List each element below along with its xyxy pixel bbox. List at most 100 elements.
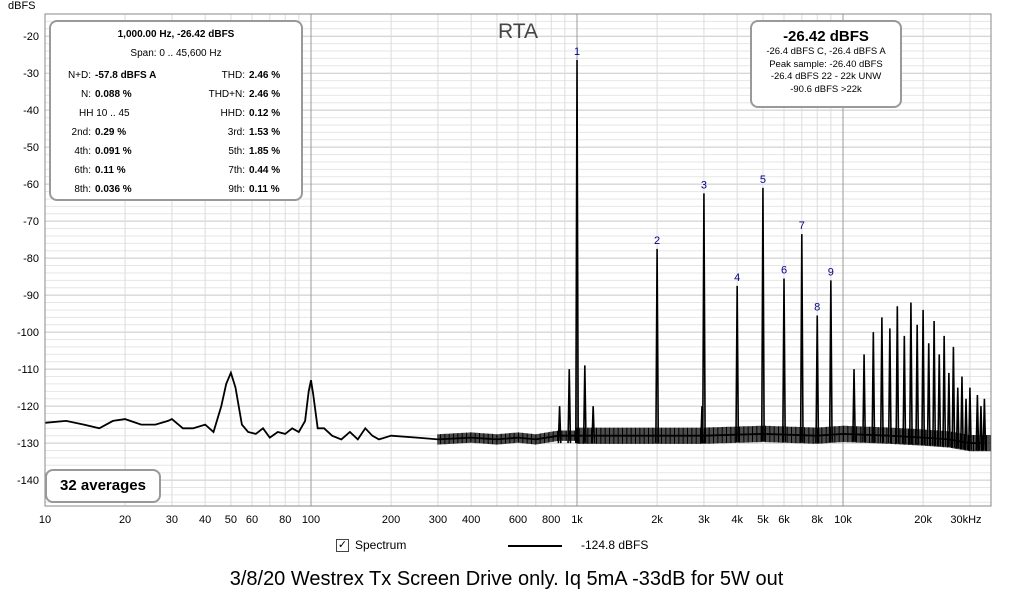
y-tick-label: -100 [17, 327, 39, 339]
spectrum-peak [782, 278, 787, 442]
spectrum-peak [964, 398, 969, 450]
y-tick-label: -120 [17, 401, 39, 413]
spectrum-peak [591, 406, 596, 444]
spectrum-peak [557, 406, 562, 444]
spectrum-peak [760, 187, 765, 442]
spectrum-peak [978, 406, 983, 451]
hh-range: HH 10 .. 45 [79, 108, 130, 119]
spectrum-peak [967, 387, 972, 451]
x-tick-label: 30 [166, 514, 178, 526]
spectrum-peak [946, 372, 951, 447]
rta-chart: -20 -30 -40 -50 -60 -70 -80 -90 -100 -110 -120 -130… [17, 13, 992, 526]
y-tick-label: -40 [23, 105, 39, 117]
x-tick-label: 8k [811, 514, 823, 526]
stat-label: 2nd: [71, 127, 91, 138]
fundamental-readout: 1,000.00 Hz, -26.42 dBFS [117, 29, 235, 40]
harmonic-labels: 1 2 3 4 5 6 7 8 9 [574, 46, 834, 314]
caption: 3/8/20 Westrex Tx Screen Drive only. Iq … [229, 568, 784, 590]
spectrum-peak [902, 335, 907, 444]
stat-value: 0.11 % [95, 165, 126, 176]
spectrum-peak [735, 285, 740, 443]
tick-labels: -20 -30 -40 -50 -60 -70 -80 -90 -100 -110 -120 -130… [17, 31, 982, 526]
spectrum-checkbox[interactable]: ✓ [336, 539, 349, 552]
spectrum-peak [915, 324, 920, 445]
stat-label: N+D: [67, 70, 91, 81]
plot-frame [44, 13, 992, 507]
harmonic-label: 3 [701, 179, 707, 191]
level-readout-panel: -26.42 dBFS -26.4 dBFS C, -26.4 dBFS A P… [750, 20, 902, 108]
y-axis-label: dBFS [8, 0, 36, 12]
x-tick-label: 600 [509, 514, 527, 526]
spectrum-peak [951, 346, 956, 448]
stat-value: 0.088 % [95, 89, 132, 100]
x-tick-label: 200 [382, 514, 400, 526]
stat-value: 2.46 % [249, 89, 281, 100]
legend-line-swatch [508, 545, 562, 547]
y-tick-label: -140 [17, 475, 39, 487]
x-tick-label: 10 [39, 514, 51, 526]
stat-value: 0.29 % [95, 127, 127, 138]
level-line: -90.6 dBFS >22k [790, 83, 862, 95]
x-tick-label: 40 [199, 514, 211, 526]
stat-label: THD+N: [208, 89, 245, 100]
x-tick-label: 2k [651, 514, 663, 526]
stat-value: 1.53 % [249, 127, 281, 138]
y-tick-label: -80 [23, 253, 39, 265]
y-tick-label: -20 [23, 31, 39, 43]
y-tick-label: -110 [18, 364, 39, 376]
spectrum-peak [852, 369, 857, 442]
x-tick-label: 300 [429, 514, 447, 526]
spectrum-peak [862, 354, 867, 443]
level-line: -26.4 dBFS C, -26.4 dBFS A [766, 46, 886, 57]
spectrum-peak [871, 332, 876, 443]
spectrum-peak [828, 280, 833, 443]
stats-row: 6th: 0.11 % 7th: 0.44 % [51, 165, 301, 179]
harmonic-label: 7 [799, 220, 805, 232]
x-tick-label: 4k [731, 514, 743, 526]
x-tick-label: 800 [542, 514, 560, 526]
x-tick-label: 60 [246, 514, 258, 526]
stat-label: 3rd: [227, 127, 245, 138]
spectrum-peak [895, 306, 900, 444]
harmonic-label: 2 [654, 235, 660, 247]
spectrum-peak [575, 59, 580, 444]
harmonic-label: 6 [781, 264, 787, 276]
spectrum-peak [799, 234, 804, 443]
spectrum-noise-band [437, 425, 991, 452]
stats-row: 4th: 0.091 % 5th: 1.85 % [51, 146, 301, 160]
stat-label: 5th: [228, 146, 245, 157]
spectrum-peak [701, 193, 706, 444]
y-tick-label: -30 [23, 68, 39, 80]
stat-value: 2.46 % [249, 70, 281, 81]
y-tick-label: -70 [23, 216, 39, 228]
x-tick-label: 80 [279, 514, 291, 526]
level-line: Peak sample: -26.40 dBFS [769, 58, 883, 70]
stats-row: HHD: 0.12 % HH 10 .. 45 [51, 108, 301, 122]
spectrum-peak [887, 328, 892, 444]
distortion-stats-panel: 1,000.00 Hz, -26.42 dBFS Span: 0 .. 45,6… [49, 20, 303, 201]
spectrum-peak [932, 321, 937, 446]
stat-label: N: [81, 89, 91, 100]
spectrum-series [44, 59, 991, 452]
harmonic-label: 1 [574, 46, 580, 58]
spectrum-peak [942, 335, 947, 447]
spectrum-peak [567, 369, 572, 444]
stat-label: 6th: [74, 165, 91, 176]
chart-title: RTA [497, 20, 539, 43]
x-tick-label: 400 [462, 514, 480, 526]
harmonic-label: 9 [828, 266, 834, 278]
averages-badge[interactable]: 32 averages [45, 469, 161, 503]
stat-value: 1.85 % [249, 146, 281, 157]
stat-label: 7th: [228, 165, 245, 176]
level-line: -26.4 dBFS 22 - 22k UNW [770, 71, 882, 82]
x-tick-label: 30kHz [950, 514, 981, 526]
x-tick-label: 1k [571, 514, 583, 526]
stats-row: 2nd: 0.29 % 3rd: 1.53 % [51, 127, 301, 141]
spectrum-peak [975, 395, 980, 451]
stat-label: 4th: [74, 146, 91, 157]
stats-row: 8th: 0.036 % 9th: 0.11 % [51, 184, 301, 198]
y-tick-label: -50 [23, 142, 39, 154]
stats-row: N: 0.088 % THD+N: 2.46 % [51, 89, 301, 103]
stat-label: 9th: [228, 184, 245, 195]
spectrum-peak [655, 248, 660, 444]
